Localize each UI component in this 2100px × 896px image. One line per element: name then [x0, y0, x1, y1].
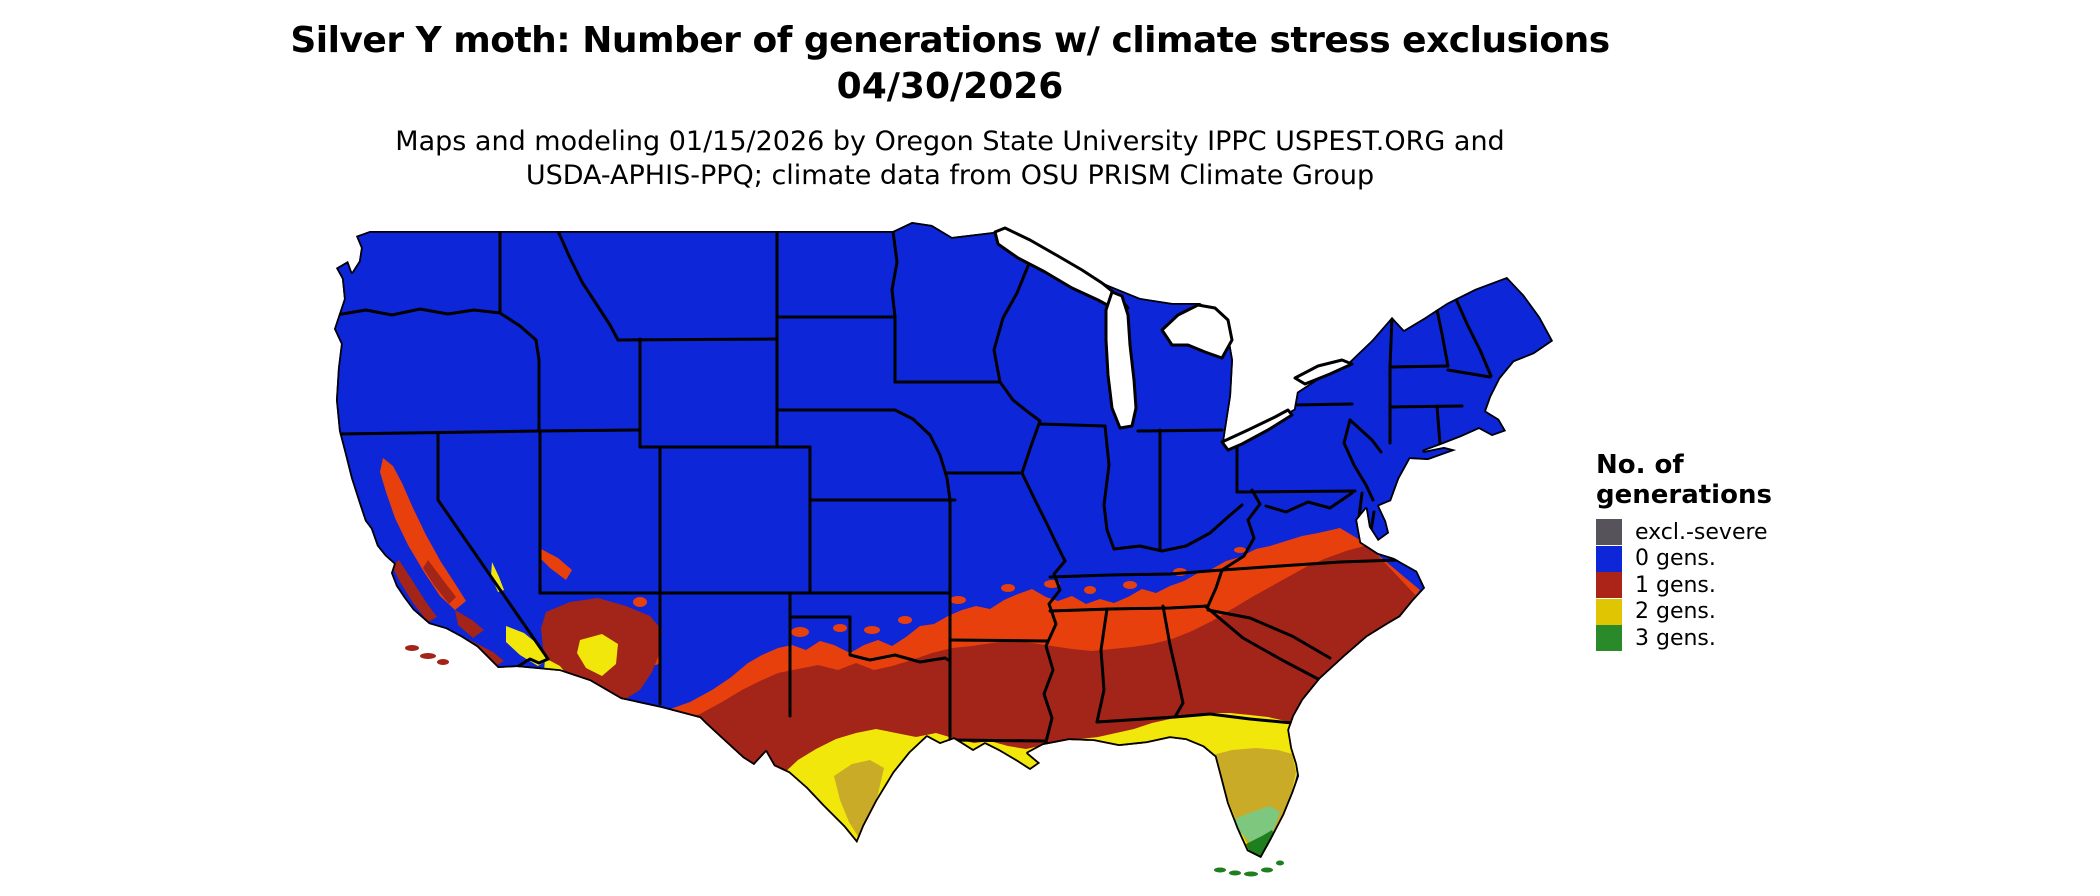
legend-row-1-gens: 1 gens. [1596, 572, 1856, 599]
legend-row-excl-severe: excl.-severe [1596, 519, 1856, 546]
legend-row-3-gens: 3 gens. [1596, 625, 1856, 652]
lake-erie [1220, 408, 1294, 452]
conus-outline [334, 222, 1553, 858]
legend-swatch-1-gens [1596, 572, 1622, 599]
map-title-date: 04/30/2026 [836, 66, 1064, 107]
channel-islands [405, 645, 449, 665]
lake-michigan [1104, 290, 1138, 430]
legend-title-line2: generations [1596, 480, 1772, 510]
map-title-line1: Silver Y moth: Number of generations w/ … [290, 20, 1610, 61]
legend-label-0-gens: 0 gens. [1635, 546, 1716, 572]
legend-rows: excl.-severe 0 gens. 1 gens. 2 gens. 3 g… [1596, 519, 1856, 652]
legend-row-0-gens: 0 gens. [1596, 545, 1856, 573]
legend-label-3-gens: 3 gens. [1635, 625, 1716, 651]
legend-title: No. of generations [1596, 450, 1856, 510]
florida-keys [1214, 860, 1284, 877]
state-borders [334, 229, 1493, 744]
legend-label-2-gens: 2 gens. [1635, 599, 1716, 625]
map-region-0-gens [334, 222, 1553, 858]
legend-row-2-gens: 2 gens. [1596, 598, 1856, 626]
legend-label-1-gens: 1 gens. [1635, 572, 1716, 598]
legend-swatch-2-gens [1596, 598, 1622, 625]
legend-swatch-3-gens [1596, 625, 1622, 652]
map-legend: No. of generations excl.-severe 0 gens. … [1596, 450, 1856, 652]
legend-title-line1: No. of [1596, 450, 1684, 480]
legend-swatch-excl-severe [1596, 519, 1622, 546]
lake-ontario [1293, 358, 1354, 386]
map-subtitle-line1: Maps and modeling 01/15/2026 by Oregon S… [395, 126, 1505, 157]
lake-huron [1160, 303, 1234, 360]
legend-label-excl-severe: excl.-severe [1635, 519, 1768, 545]
great-lakes [993, 226, 1354, 452]
legend-swatch-0-gens [1596, 545, 1622, 572]
map-subtitle-line2: USDA-APHIS-PPQ; climate data from OSU PR… [525, 160, 1375, 191]
